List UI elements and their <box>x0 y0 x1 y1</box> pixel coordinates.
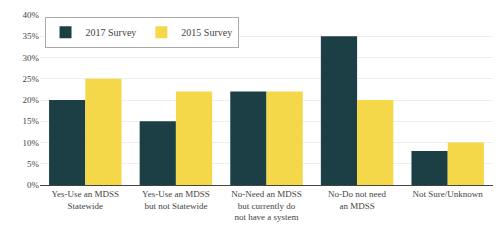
svg-text:No-Need an MDSSbut currently d: No-Need an MDSSbut currently donot have … <box>231 189 302 222</box>
svg-text:15%: 15% <box>23 116 40 126</box>
svg-text:20%: 20% <box>23 95 40 105</box>
svg-text:2015 Survey: 2015 Survey <box>181 27 232 38</box>
svg-text:2017 Survey: 2017 Survey <box>86 27 137 38</box>
svg-text:Yes-Use an MDSSStatewide: Yes-Use an MDSSStatewide <box>51 189 119 211</box>
svg-text:Not Sure/Unknown: Not Sure/Unknown <box>413 189 484 199</box>
svg-text:No-Do not needan MDSS: No-Do not needan MDSS <box>328 189 386 211</box>
svg-text:25%: 25% <box>23 74 40 84</box>
svg-text:30%: 30% <box>23 53 40 63</box>
svg-text:35%: 35% <box>23 31 40 41</box>
svg-text:0%: 0% <box>27 180 40 190</box>
svg-text:40%: 40% <box>23 10 40 20</box>
svg-text:Yes-Use an MDSSbut not Statewi: Yes-Use an MDSSbut not Statewide <box>142 189 210 211</box>
svg-text:5%: 5% <box>27 159 40 169</box>
svg-text:10%: 10% <box>23 138 40 148</box>
